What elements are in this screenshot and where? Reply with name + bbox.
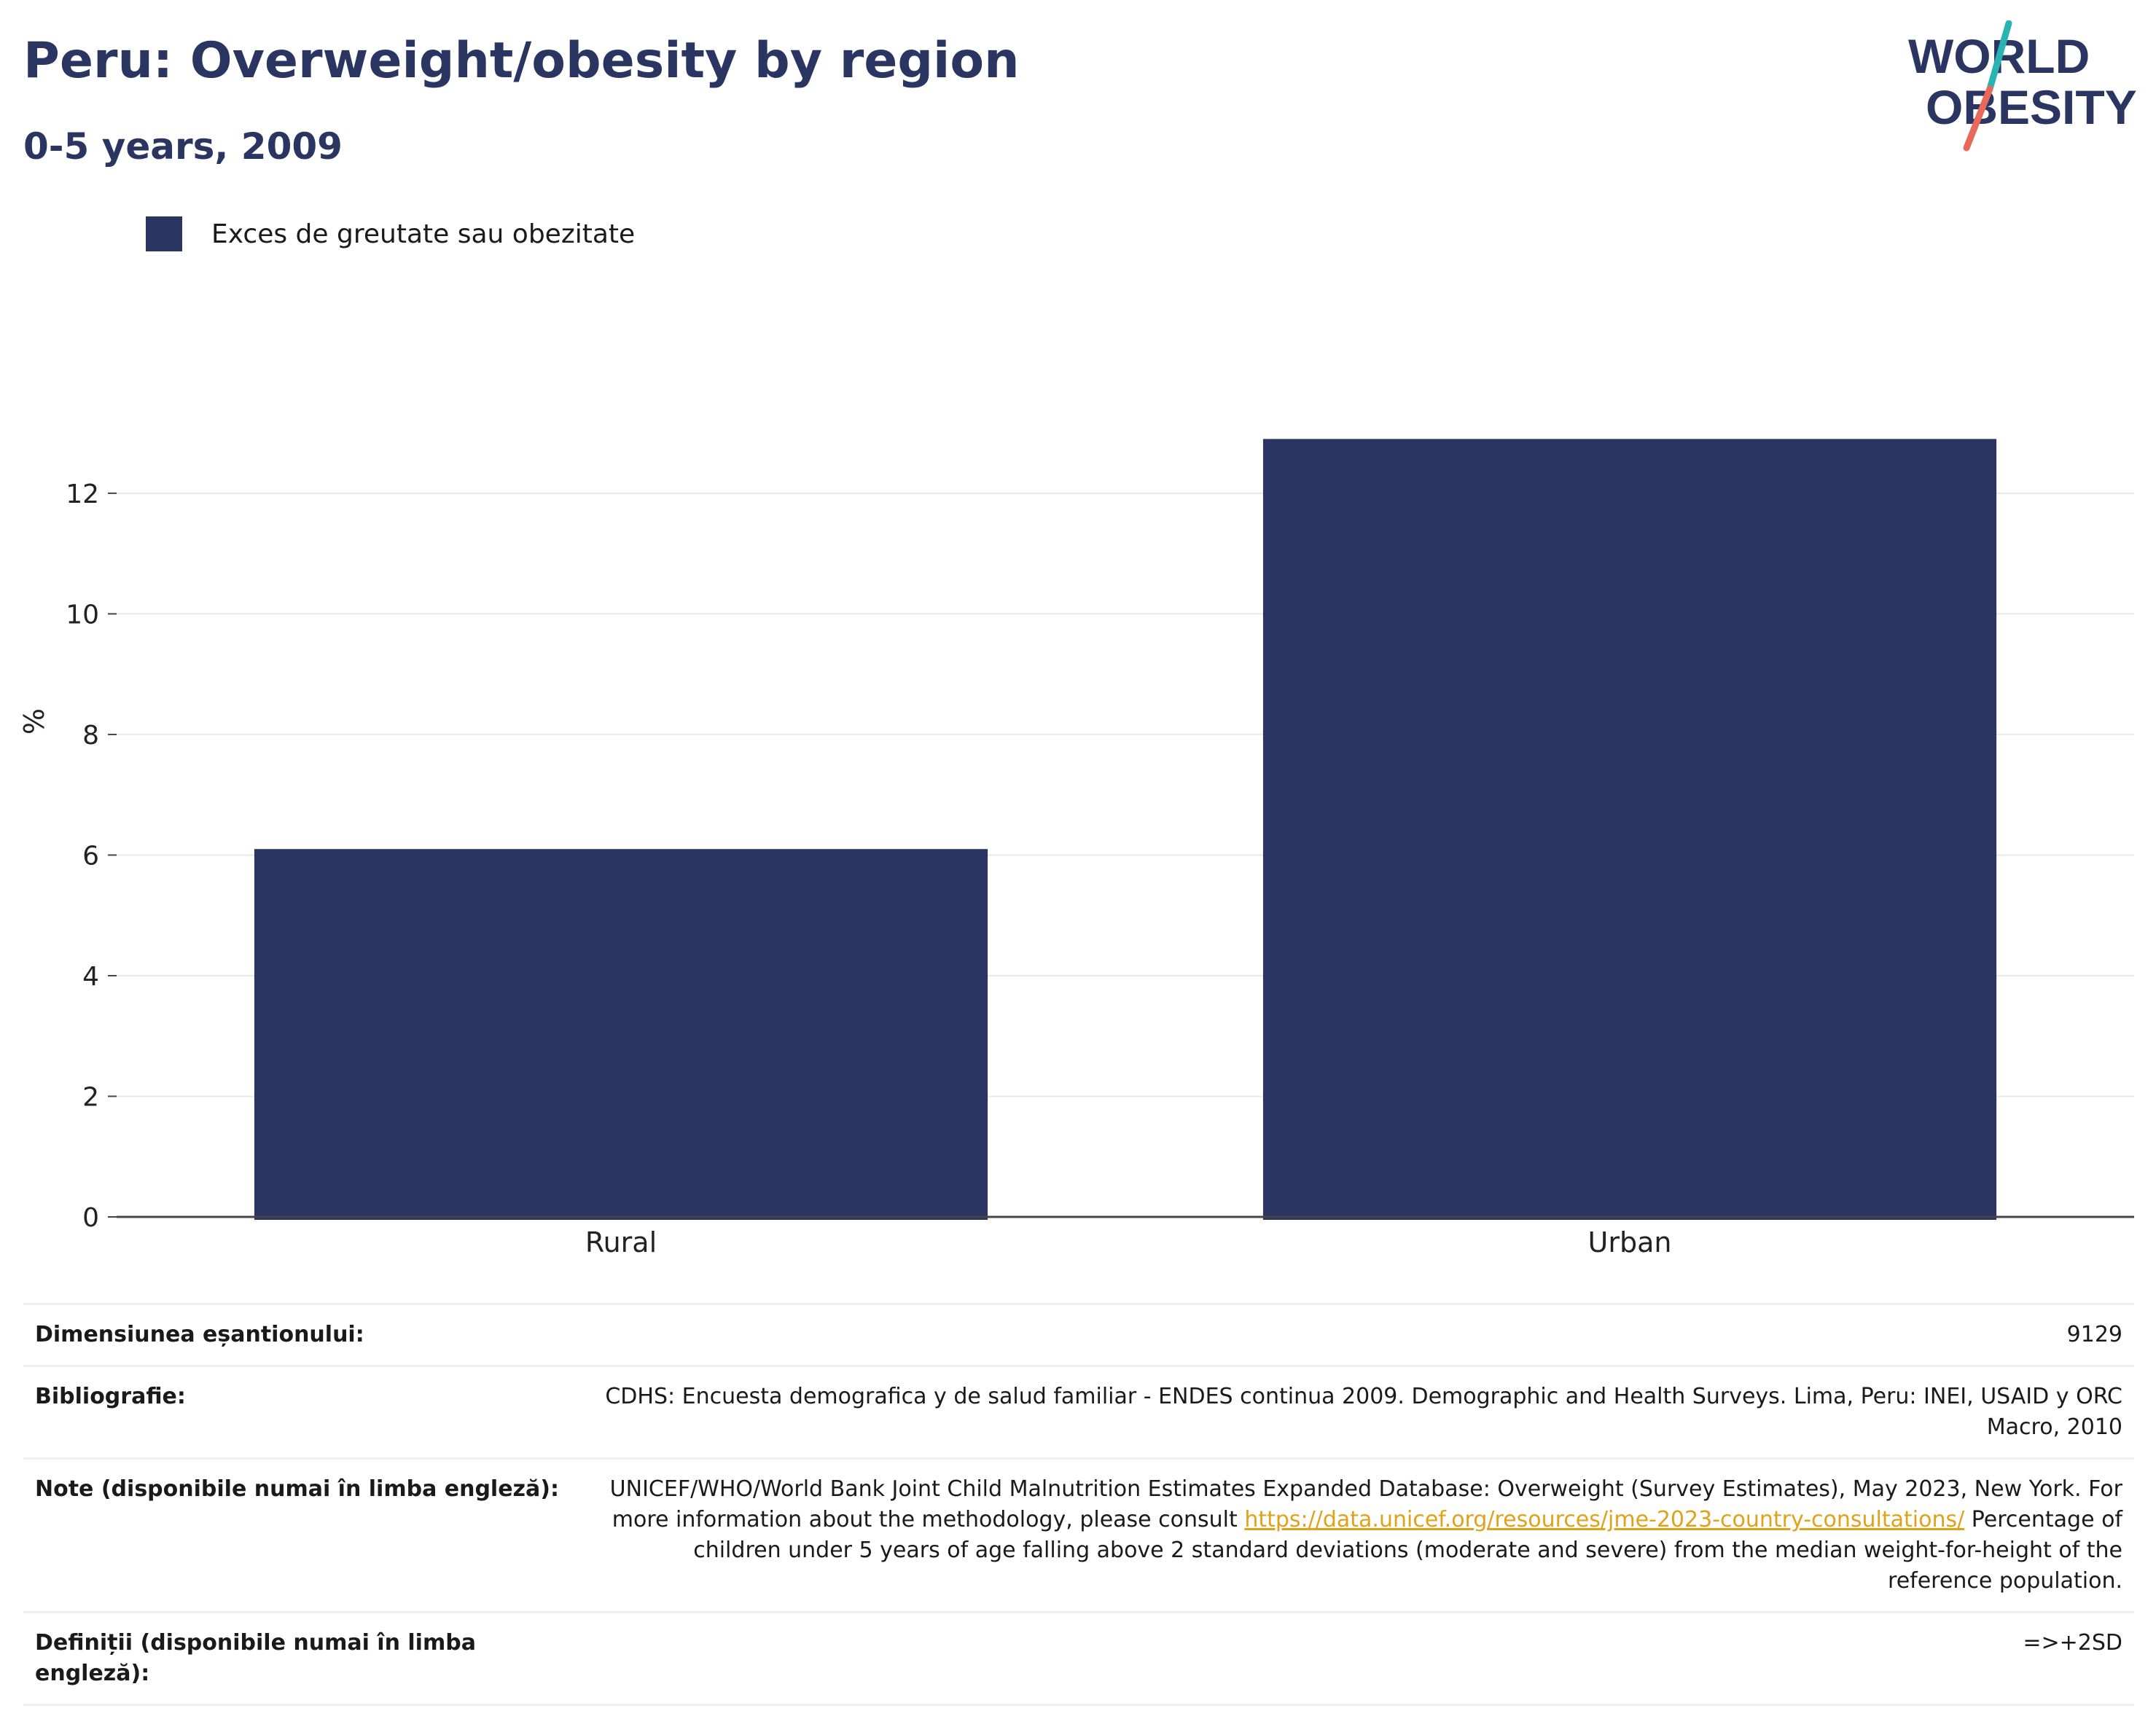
page-title: Peru: Overweight/obesity by region	[23, 32, 1020, 90]
notes-value: UNICEF/WHO/World Bank Joint Child Malnut…	[571, 1457, 2134, 1613]
info-row-definitions: Definiții (disponibile numai în limba en…	[23, 1611, 2134, 1706]
page-subtitle: 0-5 years, 2009	[23, 125, 343, 168]
definitions-label: Definiții (disponibile numai în limba en…	[23, 1611, 571, 1706]
info-row-notes: Note (disponibile numai în limba engleză…	[23, 1457, 2134, 1613]
notes-label: Note (disponibile numai în limba engleză…	[23, 1457, 571, 1613]
x-tick-label: Rural	[585, 1226, 657, 1258]
chart-bars	[254, 439, 1997, 1220]
logo-slash-teal	[1986, 20, 2012, 93]
info-row-sample: Dimensiunea eșantionului: 9129	[23, 1303, 2134, 1366]
legend-label: Exces de greutate sau obezitate	[211, 219, 636, 249]
notes-text-2: Percentage of children under 5 years of …	[693, 1507, 2122, 1594]
bibliography-label: Bibliografie:	[23, 1365, 571, 1459]
x-axis-ticks: Rural Urban	[585, 1226, 1672, 1258]
logo-slash-red	[1963, 85, 1993, 152]
chart-legend[interactable]: Exces de greutate sau obezitate	[146, 216, 635, 251]
world-obesity-logo: WORLD OBESITY	[1908, 20, 2137, 152]
y-axis-label: %	[18, 708, 50, 735]
sample-size-value: 9129	[571, 1303, 2134, 1366]
y-tick-label: 2	[82, 1082, 99, 1112]
logo-word-obesity: OBESITY	[1926, 80, 2137, 134]
bar-rural[interactable]	[254, 849, 988, 1220]
y-tick-label: 10	[66, 600, 99, 630]
x-tick-label: Urban	[1588, 1226, 1672, 1258]
info-table: Dimensiunea eșantionului: 9129 Bibliogra…	[23, 1303, 2134, 1706]
legend-swatch	[146, 216, 182, 251]
notes-text-1: UNICEF/WHO/World Bank Joint Child Malnut…	[609, 1476, 2122, 1532]
sample-size-label: Dimensiunea eșantionului:	[23, 1303, 571, 1366]
y-tick-label: 0	[82, 1203, 99, 1233]
y-tick-label: 6	[82, 841, 99, 871]
bar-urban[interactable]	[1262, 439, 1997, 1220]
y-tick-label: 8	[82, 721, 99, 751]
y-tick-label: 12	[66, 479, 99, 509]
y-tick-label: 4	[82, 962, 99, 992]
info-row-bibliography: Bibliografie: CDHS: Encuesta demografica…	[23, 1365, 2134, 1459]
bar-chart: 0 2 4 6 8 10 12 Rural Urban %	[18, 439, 2134, 1258]
y-axis-ticks: 0 2 4 6 8 10 12	[66, 479, 117, 1233]
bibliography-value: CDHS: Encuesta demografica y de salud fa…	[571, 1365, 2134, 1459]
definitions-value: =>+2SD	[571, 1611, 2134, 1706]
methodology-link[interactable]: https://data.unicef.org/resources/jme-20…	[1244, 1507, 1965, 1532]
